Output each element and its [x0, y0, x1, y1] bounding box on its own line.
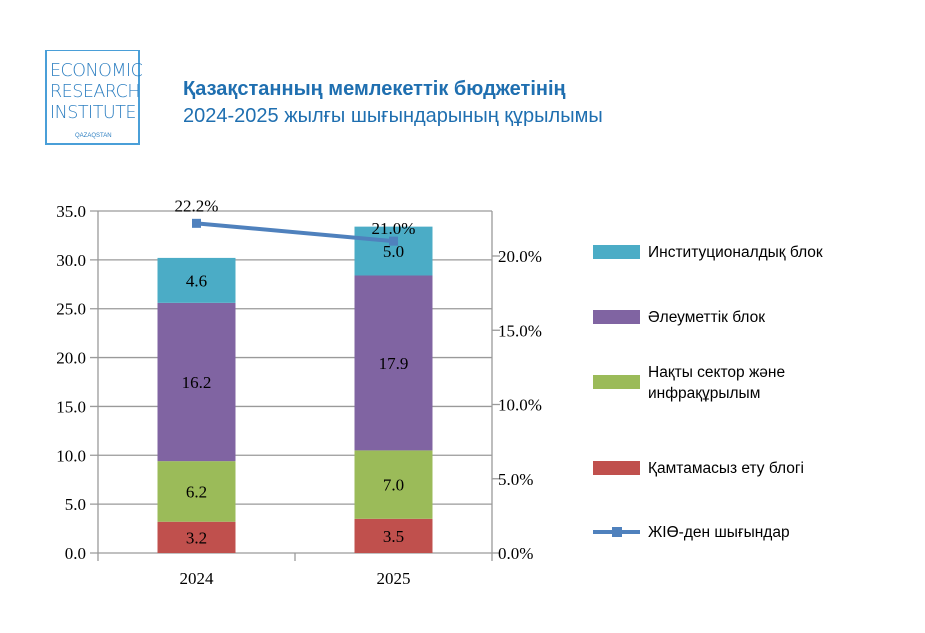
legend-swatch: [593, 310, 640, 324]
legend-label: Институционалдық блок: [648, 244, 823, 261]
bar-segment: [157, 257, 236, 303]
bar-segment: [157, 302, 236, 462]
legend-line-marker: [612, 527, 622, 537]
y-tick-label: 25.0: [56, 300, 86, 319]
line-data-label: 22.2%: [175, 196, 219, 215]
y-tick-label: 35.0: [56, 202, 86, 221]
logo-line: RESEARCH: [50, 82, 141, 102]
y2-tick-label: 10.0%: [498, 396, 542, 415]
title-line-2: 2024-2025 жылғы шығындарының құрылымы: [183, 105, 603, 127]
y-tick-label: 15.0: [56, 397, 86, 416]
y2-tick-label: 5.0%: [498, 470, 533, 489]
legend-label: ЖІӨ-ден шығындар: [648, 524, 790, 541]
logo-sub: QAZAQSTAN: [75, 133, 112, 139]
bar-segment: [157, 461, 236, 522]
x-tick-label: 2024: [180, 569, 215, 588]
bar-segment: [157, 521, 236, 553]
line-series: [196, 221, 394, 244]
y2-tick-label: 15.0%: [498, 321, 542, 340]
legend-label: Нақты сектор және инфрақұрылым: [648, 364, 786, 402]
y-tick-label: 5.0: [65, 495, 86, 514]
y-tick-label: 10.0: [56, 446, 86, 465]
data-label: 6.2: [186, 482, 207, 501]
y2-tick-label: 0.0%: [498, 544, 533, 563]
logo: ECONOMIC RESEARCH INSTITUTE QAZAQSTAN: [45, 50, 143, 145]
data-label: 16.2: [182, 373, 212, 392]
data-label: 17.9: [379, 354, 409, 373]
bar-segment: [354, 226, 433, 276]
data-label: 5.0: [383, 242, 404, 261]
legend-swatch: [593, 375, 640, 389]
legend-label: Қамтамасыз ету блогі: [648, 460, 804, 477]
logo-line: ECONOMIC: [50, 61, 143, 81]
y-tick-label: 0.0: [65, 544, 86, 563]
line-data-label: 21.0%: [372, 219, 416, 238]
data-label: 3.5: [383, 527, 404, 546]
bar-segment: [354, 275, 433, 451]
data-label: 3.2: [186, 528, 207, 547]
legend-swatch: [593, 245, 640, 259]
x-tick-label: 2025: [377, 569, 411, 588]
data-label: 4.6: [186, 271, 207, 290]
data-label: 7.0: [383, 476, 404, 495]
line-marker: [192, 218, 201, 228]
title-line-1: Қазақстанның мемлекеттік бюджетінің: [183, 78, 566, 100]
legend-swatch: [593, 461, 640, 475]
y-tick-label: 20.0: [56, 349, 86, 368]
bar-segment: [354, 450, 433, 519]
logo-line: INSTITUTE: [50, 103, 136, 123]
y2-tick-label: 20.0%: [498, 247, 542, 266]
y-tick-label: 30.0: [56, 251, 86, 270]
line-marker: [389, 236, 398, 246]
legend-label: Әлеуметтік блок: [648, 309, 766, 326]
bar-segment: [354, 518, 433, 553]
